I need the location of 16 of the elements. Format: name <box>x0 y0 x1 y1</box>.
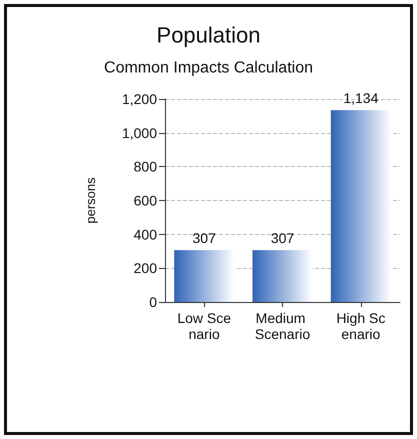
y-axis-title: persons <box>83 176 98 224</box>
chart-title: Population <box>156 22 260 48</box>
data-label: 1,134 <box>343 90 379 106</box>
data-label: 307 <box>192 230 216 246</box>
y-tick-label: 0 <box>149 294 158 310</box>
y-tick-label: 1,200 <box>122 91 158 107</box>
y-tick-label: 600 <box>134 192 158 208</box>
y-tick-label: 800 <box>134 158 158 175</box>
chart-subtitle: Common Impacts Calculation <box>104 60 313 76</box>
x-tick-label: High Scenario <box>336 310 386 342</box>
data-label: 307 <box>270 230 294 246</box>
x-tick-label: Low Scenario <box>177 310 232 342</box>
y-tick-label: 1,000 <box>122 124 158 141</box>
y-tick-label: 200 <box>134 260 158 276</box>
y-tick-label: 400 <box>134 226 158 242</box>
x-tick-label: Medium Scenario <box>254 310 310 342</box>
